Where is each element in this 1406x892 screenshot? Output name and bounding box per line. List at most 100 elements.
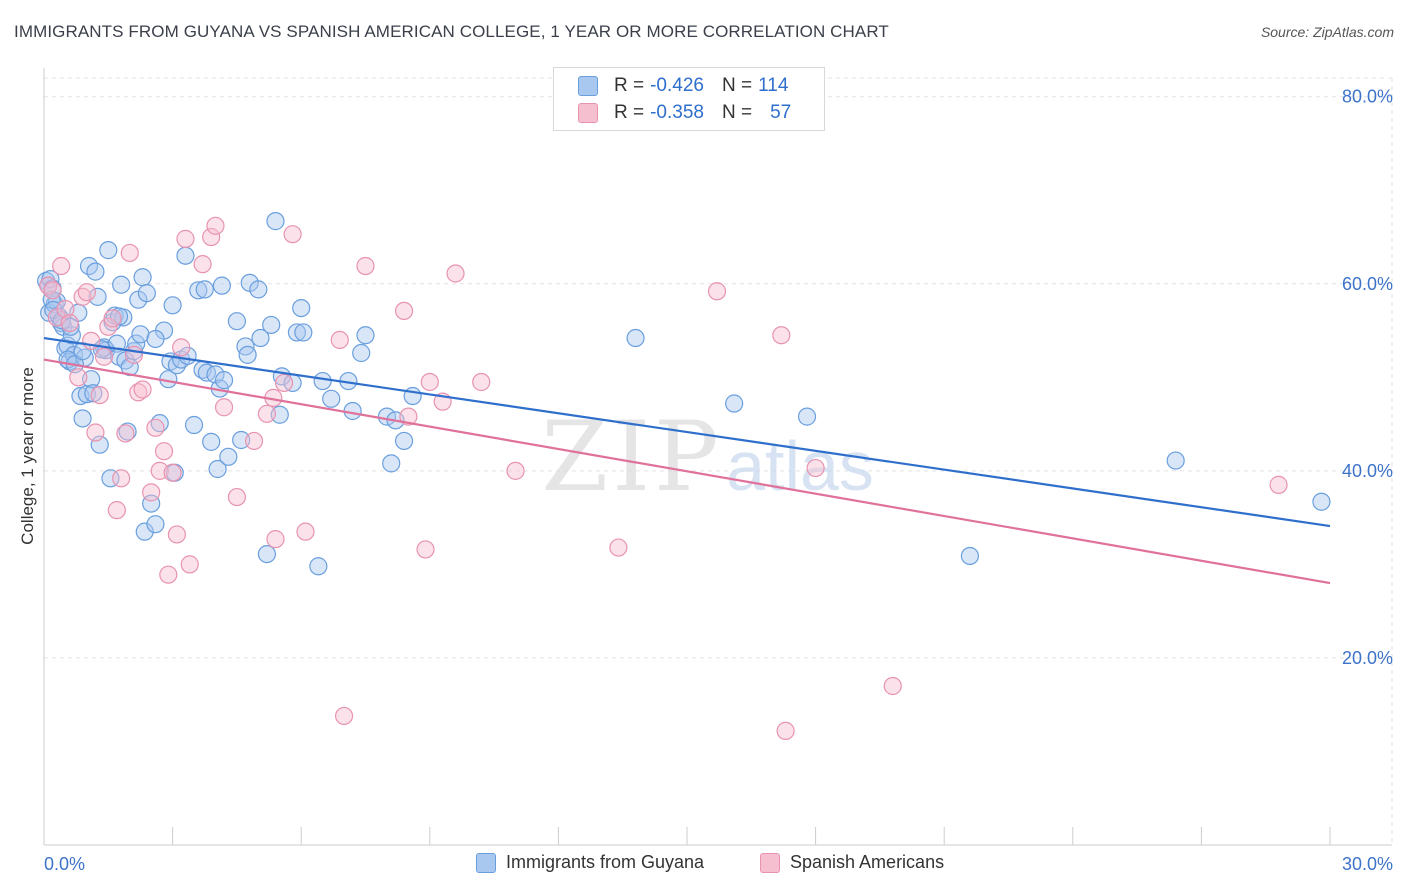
guyana-point [112, 275, 131, 294]
guyana-point [219, 447, 238, 466]
spanish-point [330, 330, 349, 350]
spanish-point [154, 442, 174, 461]
legend-r-label: R = [614, 102, 645, 123]
guyana-point [163, 296, 182, 315]
spanish-point [112, 469, 131, 488]
spanish-point [399, 407, 418, 426]
guyana-point [176, 246, 195, 265]
guyana-point [1166, 451, 1185, 470]
guyana-point [352, 343, 371, 363]
spanish-point [707, 282, 727, 301]
spanish-point [180, 555, 199, 574]
guyana-point [343, 401, 362, 421]
y-axis-label: College, 1 year or more [18, 367, 37, 545]
guyana-point [184, 415, 204, 435]
guyana-point [262, 315, 281, 335]
guyana-point [77, 385, 96, 404]
legend-n-value: 114 [758, 75, 789, 96]
legend-item-spanish: Spanish Americans [760, 852, 944, 873]
source-label: Source: ZipAtlas.com [1260, 24, 1394, 40]
legend-n-label: N = [721, 75, 753, 96]
spanish-point [163, 463, 182, 482]
legend-r-label: R = [614, 75, 645, 96]
guyana-point [189, 281, 208, 300]
spanish-point [776, 721, 795, 740]
guyana-point [146, 515, 165, 534]
guyana-point [1312, 492, 1331, 511]
guyana-point [249, 280, 268, 299]
spanish-point [266, 530, 285, 549]
guyana-point [960, 546, 980, 566]
guyana-point [287, 323, 307, 342]
guyana-point [137, 284, 156, 303]
watermark-zip: ZIP [541, 401, 722, 513]
guyana-point [356, 326, 375, 345]
x-tick-label-right: 30.0% [1342, 854, 1393, 874]
guyana-point [257, 545, 277, 564]
legend-n-label: N = [721, 102, 753, 123]
spanish-point [202, 227, 221, 247]
spanish-point [296, 522, 315, 541]
spanish-point [274, 373, 294, 393]
guyana-point [88, 287, 107, 306]
guyana-point [270, 405, 289, 424]
y-tick-label: 80.0% [1342, 87, 1393, 107]
spanish-point [103, 309, 122, 328]
spanish-point [257, 404, 277, 423]
spanish-point [142, 483, 161, 502]
legend-n-value: 57 [770, 102, 792, 123]
legend-row-spanish: R = -0.358 N = 57 [578, 101, 791, 125]
spanish-point [176, 229, 195, 248]
spanish-point [206, 216, 225, 235]
guyana-point [725, 394, 744, 413]
guyana-point [382, 454, 401, 473]
guyana-point [101, 469, 120, 488]
spanish-point [146, 418, 165, 437]
legend-row-guyana: R = -0.426 N = 114 [578, 74, 788, 98]
spanish-point [159, 565, 178, 584]
guyana-point [238, 345, 257, 364]
spanish-point [772, 326, 791, 345]
spanish-point [52, 256, 71, 276]
guyana-point [394, 431, 414, 451]
spanish-point [107, 501, 126, 520]
guyana-point [266, 212, 285, 231]
spanish-point [133, 380, 152, 399]
axes: 0.0% 30.0% [43, 68, 1393, 874]
guyana-point [626, 328, 645, 348]
y-tick-label: 20.0% [1342, 648, 1393, 668]
guyana-point [309, 557, 328, 576]
guyana-point [131, 325, 150, 344]
guyana-point [202, 432, 221, 451]
series-spanish-points [39, 216, 1288, 740]
trend-lines [43, 336, 1331, 585]
legend-swatch-blue [578, 76, 598, 96]
legend-item-guyana: Immigrants from Guyana [476, 852, 704, 873]
guyana-point [73, 409, 92, 428]
x-tick-label-left: 0.0% [44, 854, 85, 874]
legend-swatch-blue [476, 852, 496, 873]
spanish-point [77, 283, 96, 302]
spanish-point [193, 255, 212, 274]
spanish-trend-line [43, 358, 1331, 585]
legend-swatch-pink [578, 103, 598, 123]
spanish-point [56, 299, 75, 319]
guyana-point [313, 371, 332, 391]
spanish-point [446, 264, 465, 283]
spanish-point [227, 487, 246, 507]
spanish-point [120, 243, 139, 263]
correlation-legend: R = -0.426 N = 114 R = -0.358 N = 57 [553, 67, 825, 131]
guyana-point [135, 522, 154, 541]
guyana-point [86, 262, 105, 281]
spanish-point [99, 317, 118, 336]
guyana-point [797, 407, 817, 426]
guyana-point [214, 371, 234, 390]
spanish-point [244, 431, 264, 451]
spanish-point [420, 372, 439, 392]
legend-label-guyana: Immigrants from Guyana [506, 852, 705, 872]
spanish-point [43, 281, 62, 300]
guyana-point [212, 276, 231, 295]
legend-r-value: -0.358 [650, 102, 704, 123]
watermark: ZIP atlas [541, 401, 874, 513]
